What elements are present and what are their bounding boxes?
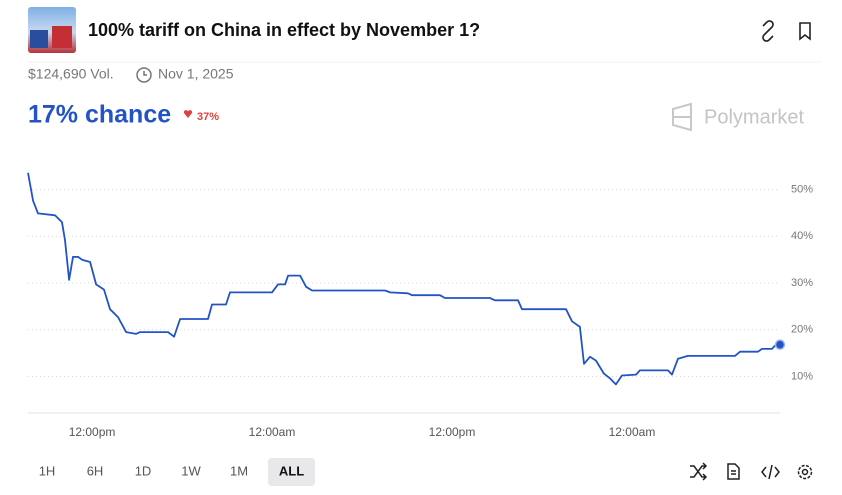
y-tick-label: 40% [791, 230, 813, 242]
clock-icon [136, 67, 152, 83]
shuffle-button[interactable] [690, 462, 708, 481]
brand-logo [672, 102, 692, 132]
embed-button[interactable] [761, 464, 780, 480]
y-tick-label: 50% [791, 184, 813, 196]
chance: 17% chance [28, 101, 171, 129]
active-range-bg [268, 458, 315, 486]
settings-button[interactable] [797, 464, 813, 480]
brand: Polymarket [704, 106, 804, 128]
range-button[interactable]: 1D [135, 463, 152, 478]
x-tick-label: 12:00am [609, 425, 656, 439]
thumbnail-detail [52, 26, 72, 48]
y-tick-label: 10% [791, 370, 813, 382]
x-tick-label: 12:00am [249, 425, 296, 439]
change: 37% [197, 111, 219, 123]
range-button[interactable]: 1H [39, 463, 56, 478]
bookmark-button[interactable] [799, 22, 811, 41]
end-date: Nov 1, 2025 [158, 66, 234, 82]
range-button[interactable]: 6H [87, 463, 104, 478]
y-tick-label: 30% [791, 277, 813, 289]
x-tick-label: 12:00pm [69, 425, 116, 439]
range-button[interactable]: ALL [279, 463, 304, 478]
range-button[interactable]: 1M [230, 463, 248, 478]
x-tick-label: 12:00pm [429, 425, 476, 439]
line-series [27, 172, 780, 386]
range-button[interactable]: 1W [181, 463, 201, 478]
change-icon [183, 110, 193, 118]
volume: $124,690 Vol. [28, 66, 114, 82]
y-tick-label: 20% [791, 324, 813, 336]
last-point [774, 339, 786, 350]
market-title: 100% tariff on China in effect by Novemb… [88, 20, 480, 40]
document-button[interactable] [727, 463, 740, 480]
thumbnail-detail [30, 30, 48, 48]
copy-link-button[interactable] [762, 20, 774, 42]
